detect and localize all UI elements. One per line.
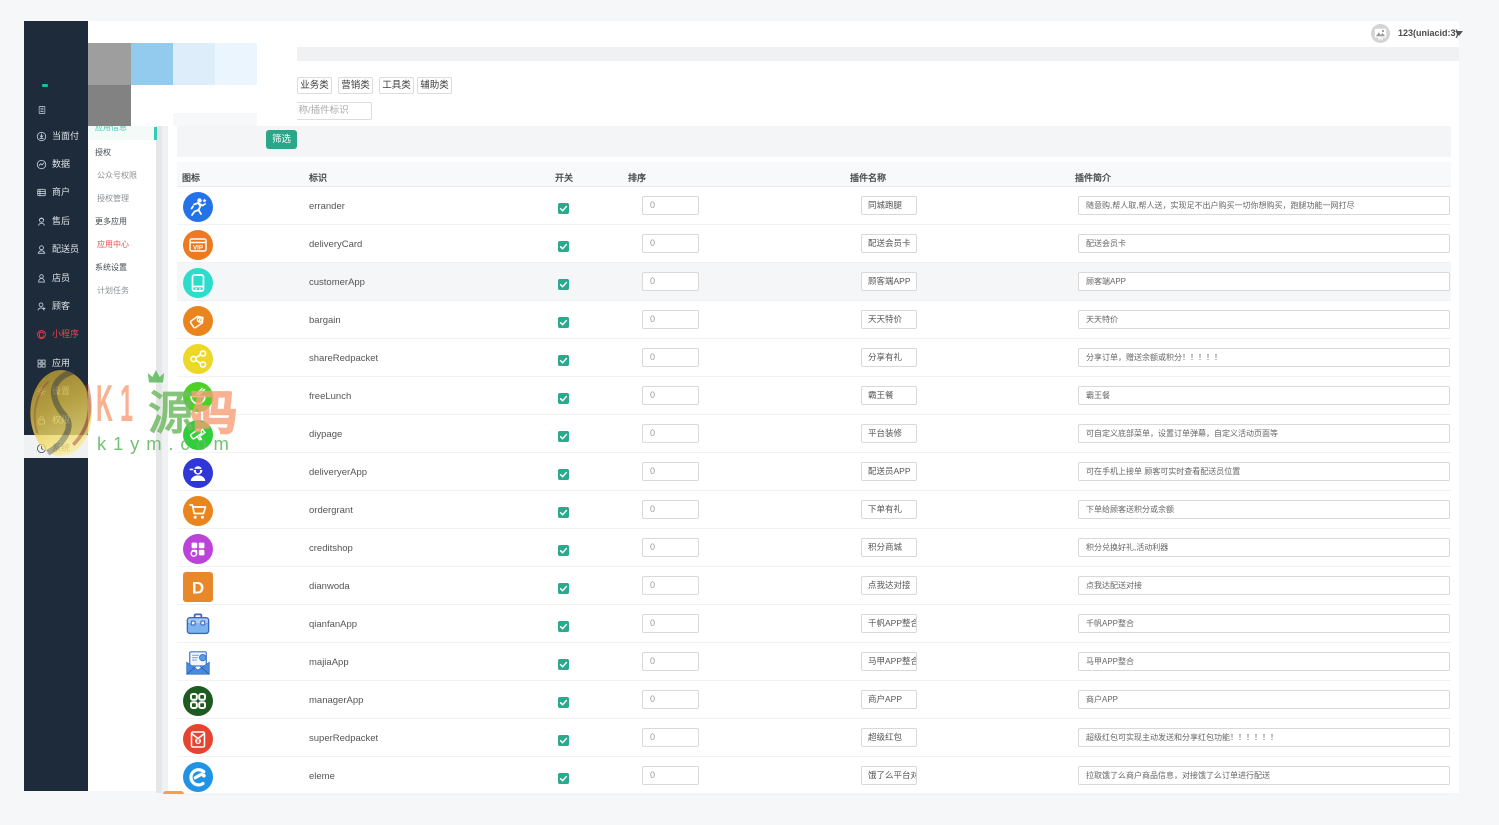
svg-text:VIP: VIP	[193, 244, 203, 251]
svg-text:D: D	[192, 579, 204, 598]
svg-text:¥: ¥	[196, 739, 200, 745]
